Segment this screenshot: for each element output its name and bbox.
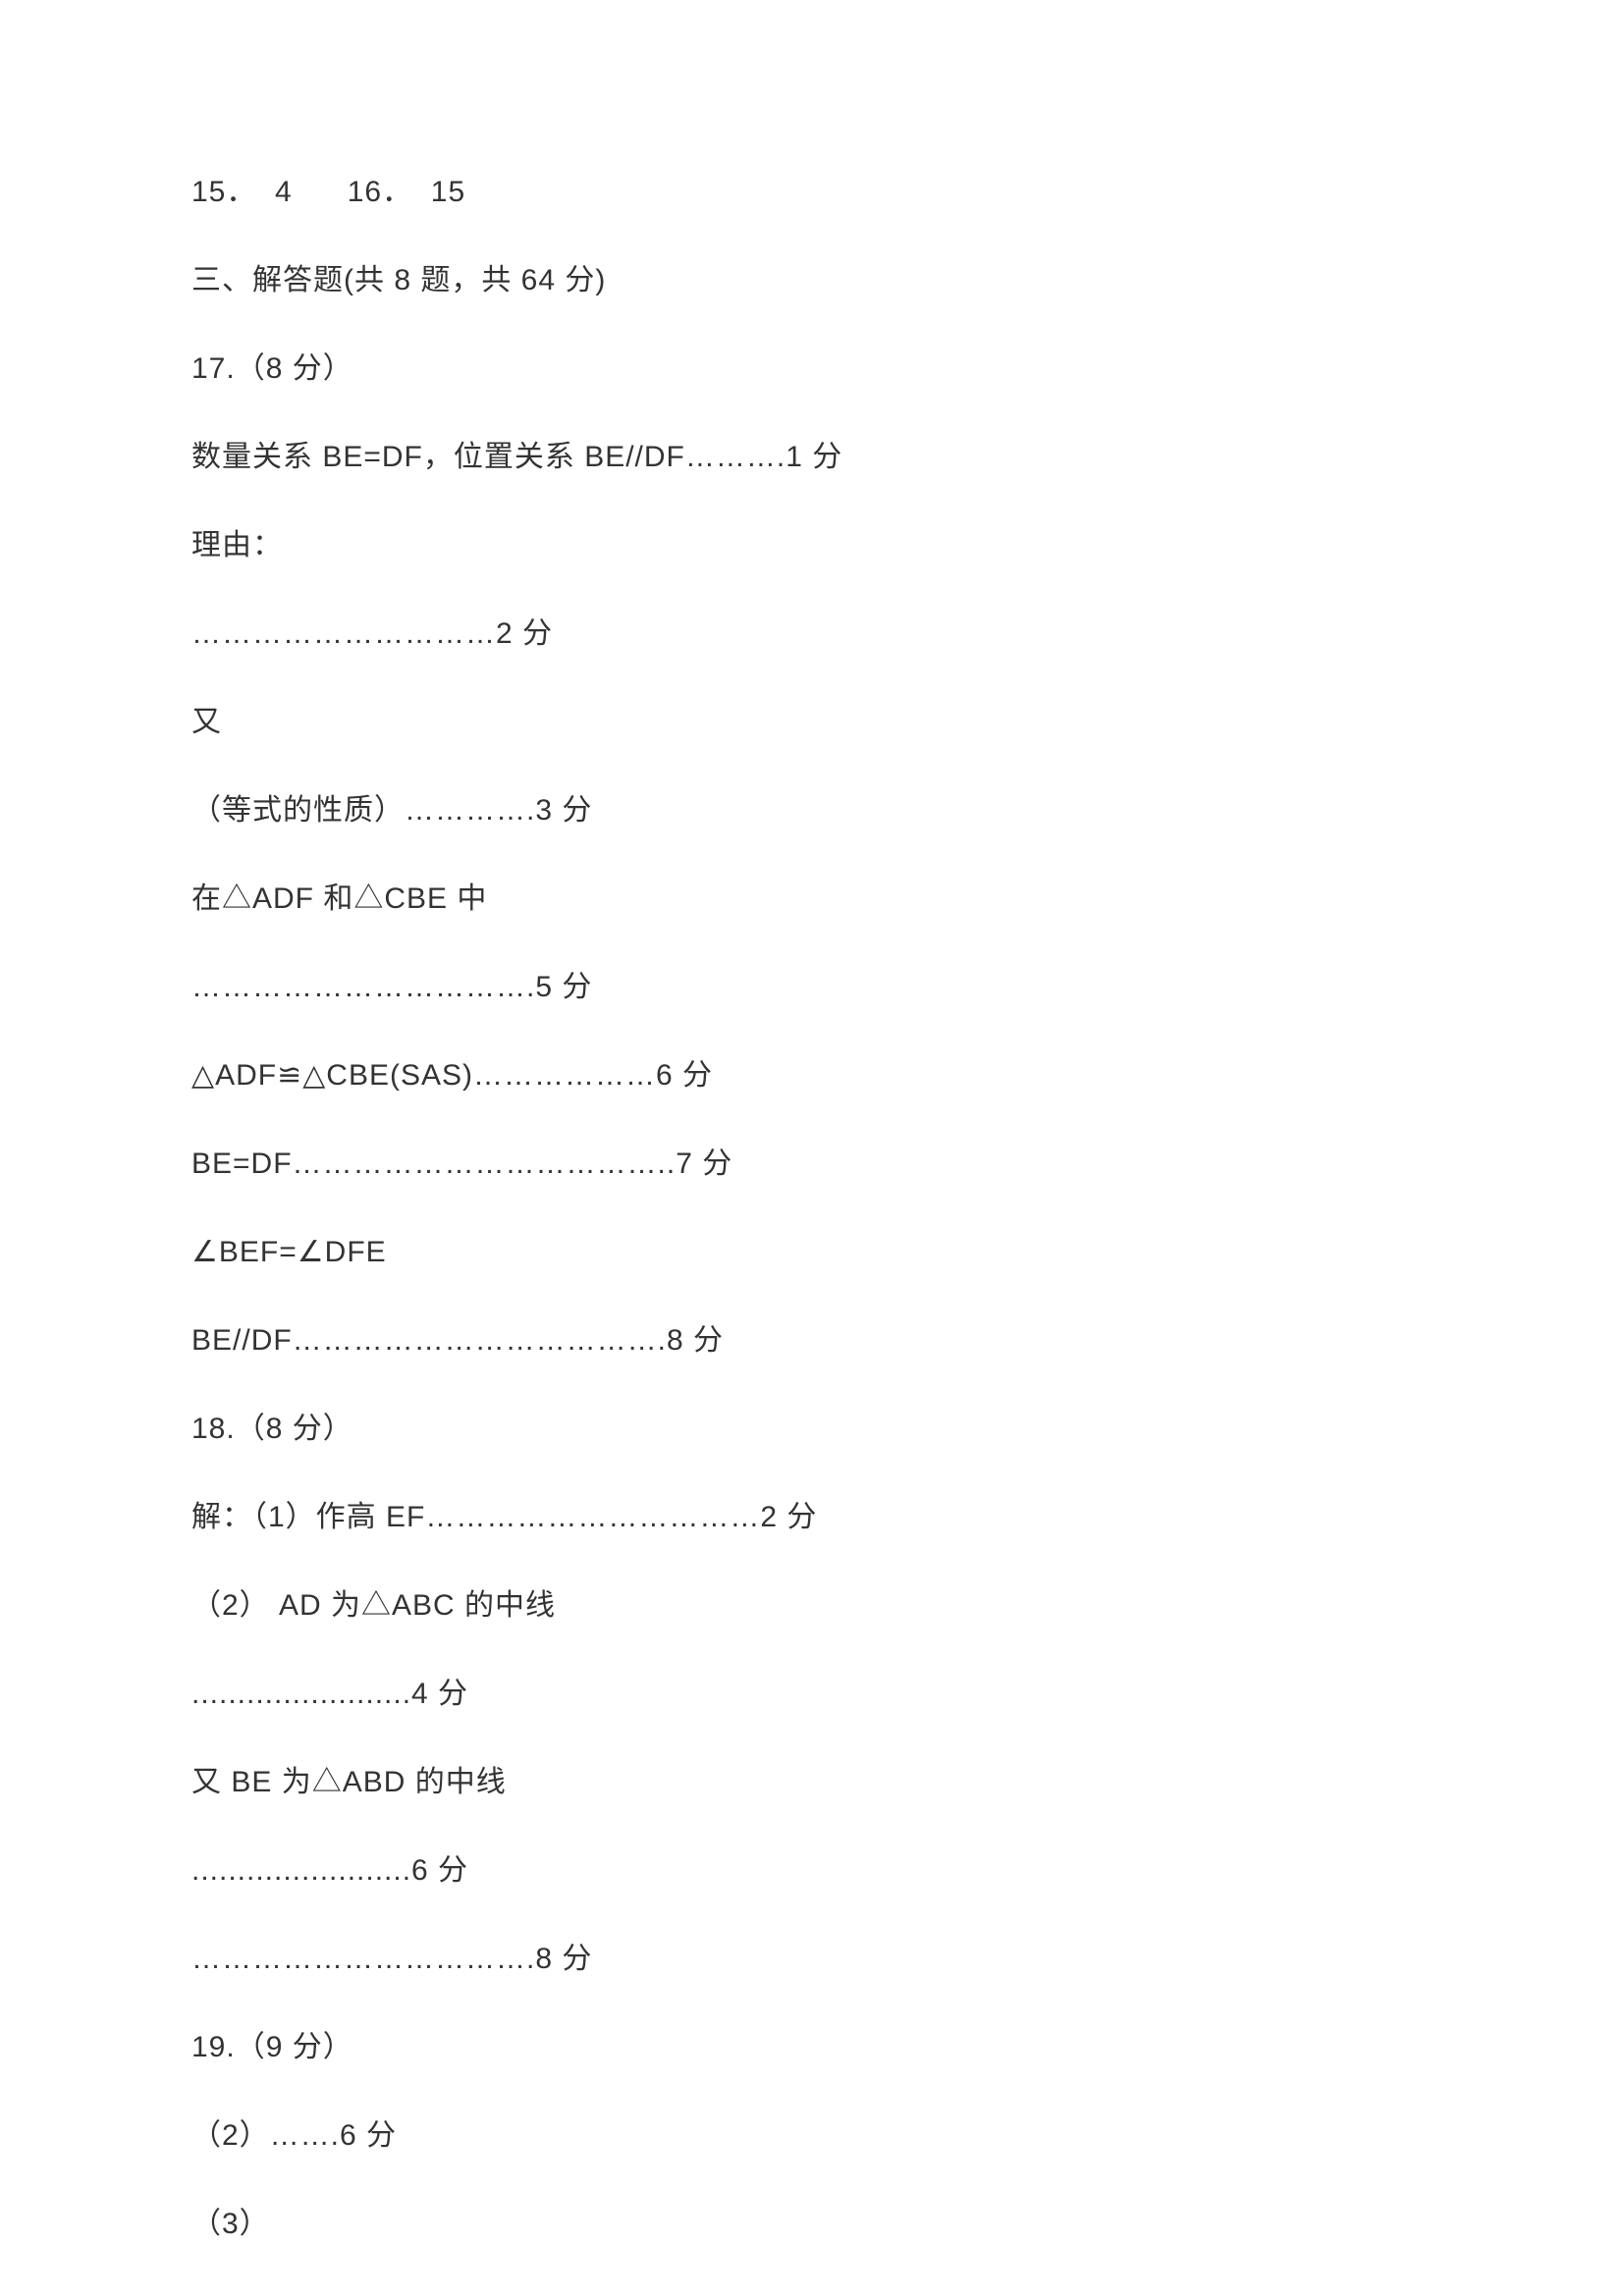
q17-line-9: BE=DF………………………………..7 分: [191, 1144, 1624, 1185]
q19-line-1: （2）…….6 分: [191, 2115, 1624, 2157]
section-3-heading: 三、解答题(共 8 题，共 64 分): [191, 260, 1624, 301]
q19-heading: 19.（9 分）: [191, 2027, 1624, 2068]
q17-line-2: 理由：: [191, 525, 1624, 566]
q17-line-10: ∠BEF=∠DFE: [191, 1232, 1624, 1273]
q18-line-1: 解：（1）作高 EF……………………………2 分: [191, 1497, 1624, 1538]
q18-heading: 18.（8 分）: [191, 1409, 1624, 1450]
q17-line-6: 在△ADF 和△CBE 中: [191, 879, 1624, 920]
q18-line-5: ........................6 分: [191, 1850, 1624, 1892]
q17-line-7: …………………………….5 分: [191, 967, 1624, 1008]
q18-line-4: 又 BE 为△ABD 的中线: [191, 1762, 1624, 1803]
q17-line-1: 数量关系 BE=DF，位置关系 BE//DF……….1 分: [191, 437, 1624, 478]
answer-line-15-16: 15． 4 16． 15: [191, 172, 1624, 213]
q17-line-4: 又: [191, 702, 1624, 743]
q18-line-3: ........................4 分: [191, 1674, 1624, 1715]
q19-line-2: （3）: [191, 2204, 1624, 2245]
q18-line-6: …………………………….8 分: [191, 1939, 1624, 1980]
q17-line-3: …………………………2 分: [191, 614, 1624, 655]
document-page: 15． 4 16． 15 三、解答题(共 8 题，共 64 分) 17.（8 分…: [0, 0, 1624, 2296]
q17-line-5: （等式的性质）………….3 分: [191, 790, 1624, 831]
q17-line-11: BE//DF……………………………….8 分: [191, 1320, 1624, 1362]
q17-heading: 17.（8 分）: [191, 348, 1624, 390]
q17-line-8: △ADF≌△CBE(SAS)………………6 分: [191, 1055, 1624, 1096]
q18-line-2: （2） AD 为△ABC 的中线: [191, 1585, 1624, 1627]
